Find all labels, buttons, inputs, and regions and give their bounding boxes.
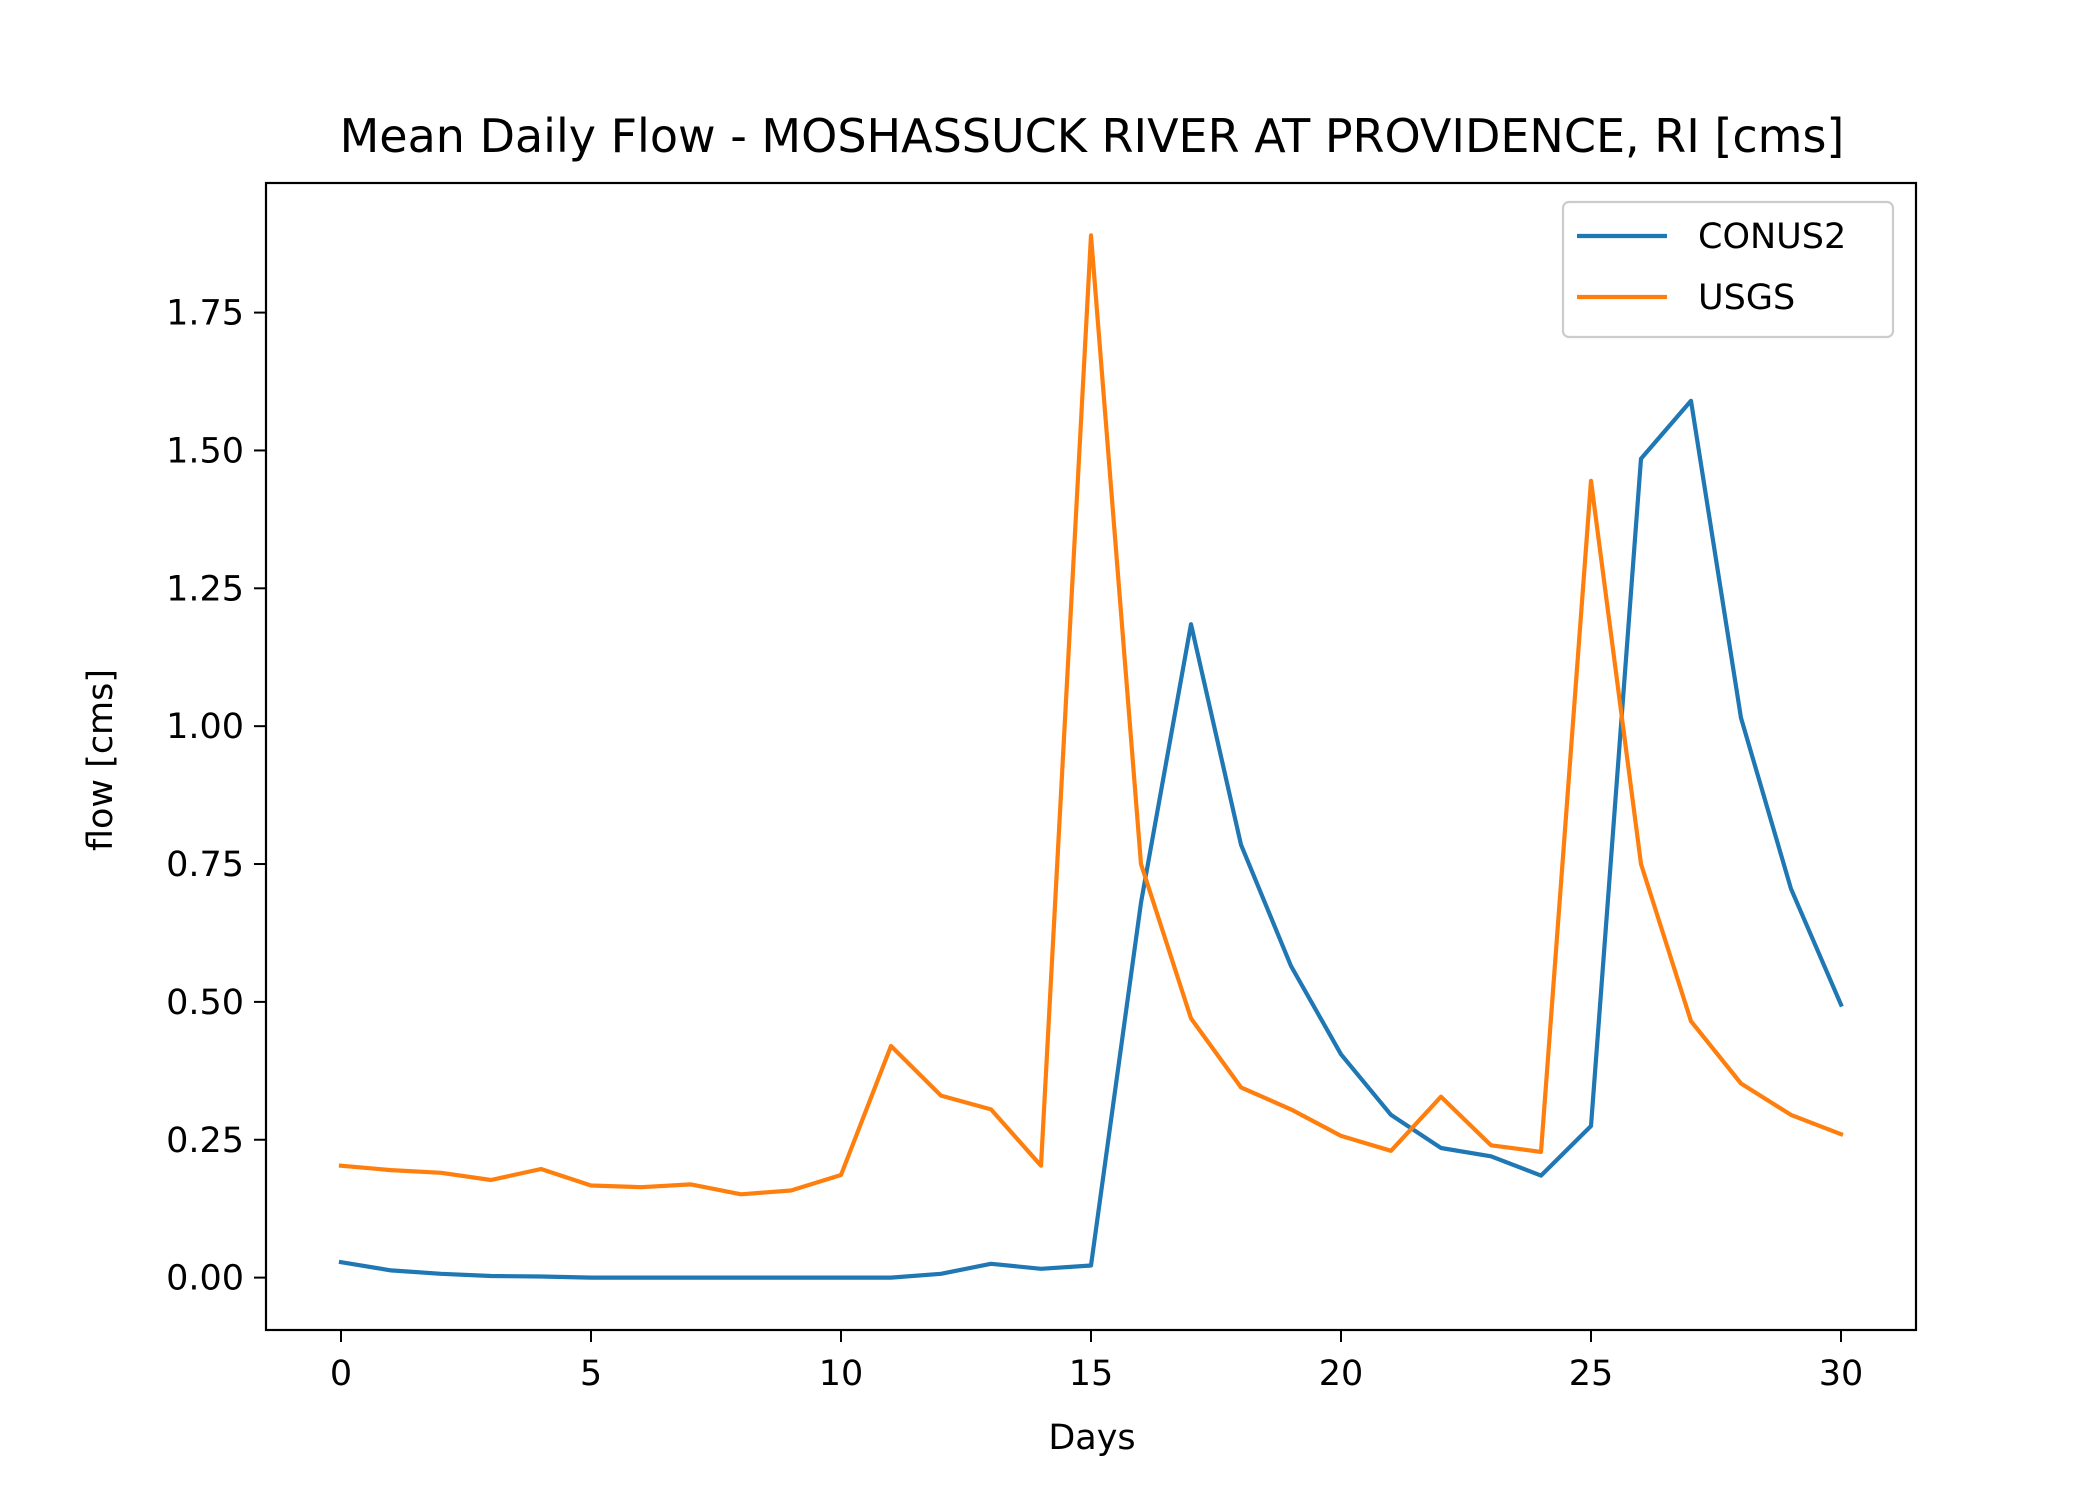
y-tick-label: 1.00 (166, 707, 244, 747)
legend-label-conus2: CONUS2 (1698, 217, 1846, 257)
x-tick-label: 15 (1069, 1354, 1114, 1394)
x-tick-label: 25 (1569, 1354, 1614, 1394)
x-tick-label: 20 (1319, 1354, 1364, 1394)
y-tick-label: 0.00 (166, 1259, 244, 1299)
y-tick-label: 0.50 (166, 983, 244, 1023)
legend: CONUS2 USGS (1561, 200, 1895, 339)
series-line-usgs (338, 233, 1844, 1197)
series-line-conus2 (338, 398, 1844, 1280)
x-tick-label: 5 (580, 1354, 602, 1394)
y-tick-label: 0.25 (166, 1121, 244, 1161)
x-axis-label: Days (1048, 1418, 1135, 1458)
x-tick-label: 30 (1819, 1354, 1864, 1394)
plot-area: 0 5 10 15 20 25 30 0.00 0.25 0.50 0.75 1.00 1.25 1.50… (166, 181, 1918, 1394)
legend-label-usgs: USGS (1698, 278, 1795, 318)
y-axis-label: flow [cms] (81, 669, 121, 851)
y-tick-label: 0.75 (166, 845, 244, 885)
y-tick-label: 1.50 (166, 431, 244, 471)
x-tick-label: 10 (819, 1354, 864, 1394)
x-tick-label: 0 (330, 1354, 352, 1394)
y-tick-label: 1.25 (166, 569, 244, 609)
chart-title: Mean Daily Flow - MOSHASSUCK RIVER AT PR… (340, 109, 1845, 163)
y-tick-label: 1.75 (166, 294, 244, 334)
